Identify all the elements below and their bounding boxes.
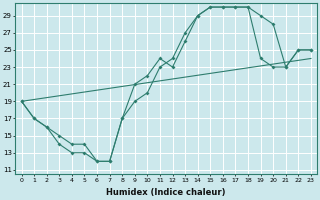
X-axis label: Humidex (Indice chaleur): Humidex (Indice chaleur) [107, 188, 226, 197]
